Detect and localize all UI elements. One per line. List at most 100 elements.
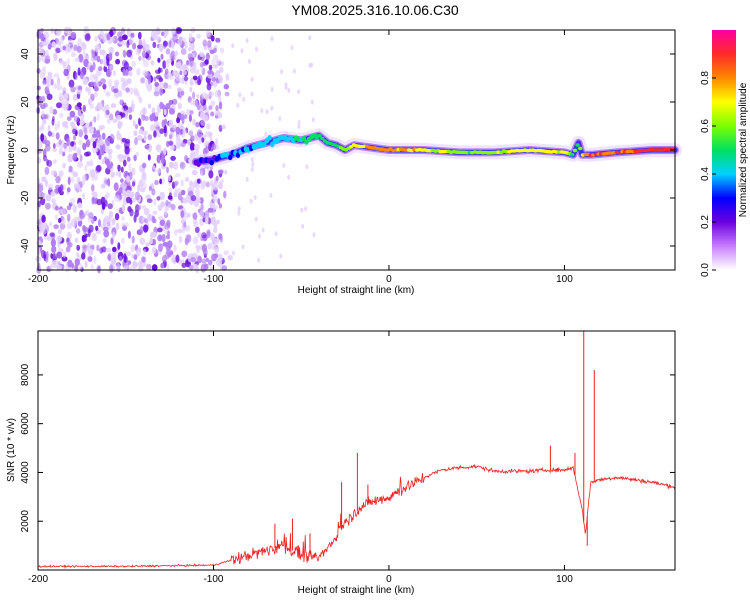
- ridge-cell: [320, 136, 325, 141]
- noise-cell: [166, 166, 169, 174]
- noise-cell: [74, 258, 81, 266]
- noise-cell: [160, 53, 164, 60]
- noise-cell: [96, 198, 103, 206]
- x-tick-label: 0: [386, 274, 392, 285]
- noise-cell: [47, 72, 53, 81]
- noise-cell: [69, 197, 76, 205]
- noise-cell: [84, 164, 88, 172]
- noise-cell: [172, 109, 176, 115]
- noise-cell: [190, 257, 196, 263]
- noise-cell: [66, 232, 73, 240]
- noise-cell: [79, 212, 85, 220]
- noise-cell: [174, 229, 178, 236]
- noise-cell: [93, 80, 99, 89]
- noise-cell: [175, 72, 180, 78]
- noise-cell: [137, 31, 142, 40]
- y-tick-label: -40: [20, 238, 31, 253]
- noise-cell: [209, 265, 214, 272]
- noise-cell: [236, 102, 240, 108]
- noise-cell: [242, 96, 246, 102]
- noise-cell: [207, 217, 211, 225]
- noise-cell: [150, 124, 155, 131]
- noise-cell: [67, 187, 71, 193]
- noise-cell: [217, 198, 221, 205]
- noise-cell: [81, 180, 85, 186]
- noise-cell: [40, 133, 45, 142]
- noise-cell: [199, 51, 204, 58]
- noise-cell: [88, 97, 92, 106]
- noise-cell: [54, 214, 59, 221]
- noise-cell: [205, 216, 209, 225]
- noise-cell: [70, 52, 76, 58]
- noise-cell: [196, 178, 201, 184]
- noise-cell: [190, 149, 195, 156]
- noise-cell: [208, 142, 212, 152]
- noise-cell: [214, 253, 219, 258]
- noise-cell: [151, 188, 156, 196]
- noise-cell: [124, 111, 129, 120]
- noise-cell: [144, 144, 150, 150]
- noise-cell: [102, 83, 107, 90]
- noise-cell: [56, 28, 61, 37]
- noise-cell: [261, 227, 265, 233]
- noise-cell: [212, 227, 218, 233]
- colorbar-tick-label: 0.4: [700, 167, 711, 181]
- noise-cell: [122, 68, 126, 76]
- noise-cell: [79, 154, 83, 162]
- noise-cell: [66, 137, 70, 147]
- noise-cell: [250, 157, 254, 162]
- noise-cell: [97, 219, 102, 228]
- noise-cell: [147, 134, 153, 141]
- noise-cell: [105, 192, 111, 199]
- noise-cell: [132, 261, 139, 269]
- ridge-cell: [262, 141, 267, 147]
- noise-cell: [100, 78, 106, 85]
- x-tick-label: -100: [203, 574, 223, 585]
- noise-cell: [201, 232, 207, 239]
- noise-cell: [83, 58, 89, 68]
- noise-cell: [37, 184, 44, 192]
- noise-cell: [43, 31, 50, 39]
- noise-cell: [180, 179, 184, 187]
- noise-cell: [121, 34, 128, 41]
- noise-cell: [312, 232, 316, 238]
- noise-cell: [70, 176, 75, 183]
- noise-cell: [155, 69, 161, 75]
- noise-cell: [147, 154, 151, 161]
- noise-cell: [156, 196, 161, 201]
- noise-cell: [215, 138, 218, 147]
- noise-cell: [38, 126, 42, 132]
- noise-cell: [45, 257, 49, 263]
- noise-cell: [76, 102, 82, 108]
- noise-cell: [152, 210, 158, 215]
- noise-cell: [89, 73, 94, 81]
- noise-cell: [121, 203, 126, 212]
- noise-cell: [206, 82, 212, 91]
- noise-cell: [61, 139, 65, 148]
- noise-cell: [116, 132, 122, 141]
- noise-cell: [180, 142, 186, 148]
- noise-cell: [52, 159, 57, 164]
- noise-cell: [158, 215, 164, 221]
- noise-cell: [85, 209, 90, 216]
- noise-cell: [72, 153, 77, 161]
- x-tick-label: 100: [556, 574, 573, 585]
- noise-cell: [36, 85, 41, 91]
- noise-cell: [210, 240, 217, 250]
- noise-cell: [100, 49, 106, 55]
- noise-cell: [184, 155, 188, 162]
- noise-cell: [140, 187, 146, 193]
- noise-cell: [116, 190, 121, 196]
- noise-cell: [96, 244, 100, 252]
- noise-cell: [132, 120, 136, 127]
- x-tick-label: -100: [203, 274, 223, 285]
- noise-cell: [192, 118, 196, 126]
- noise-cell: [269, 193, 273, 198]
- y-tick-label: 20: [20, 96, 31, 108]
- noise-cell: [189, 86, 193, 93]
- noise-cell: [138, 128, 143, 135]
- noise-cell: [62, 87, 67, 93]
- noise-cell: [279, 253, 283, 259]
- noise-cell: [112, 231, 116, 239]
- noise-cell: [223, 190, 227, 199]
